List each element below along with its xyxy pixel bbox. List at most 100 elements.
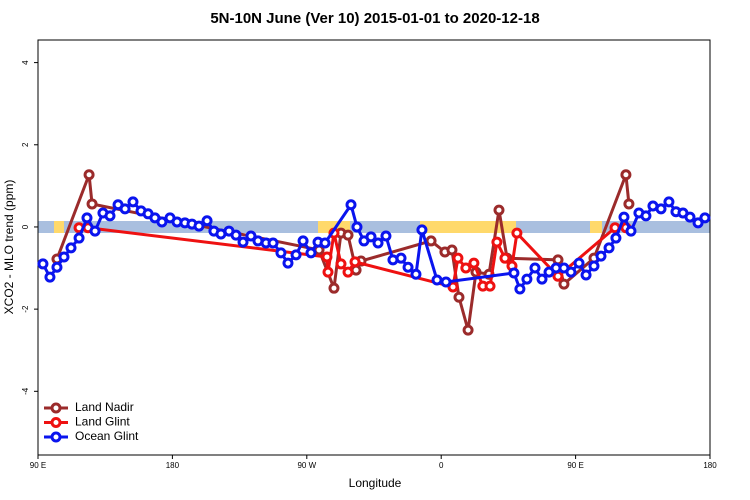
data-point (119, 203, 131, 215)
data-point (58, 251, 70, 263)
data-point (620, 169, 632, 181)
data-point (44, 271, 56, 283)
chart-title: 5N-10N June (Ver 10) 2015-01-01 to 2020-… (210, 10, 539, 27)
data-point (275, 247, 287, 259)
legend-marker (50, 431, 62, 443)
data-point (73, 232, 85, 244)
data-point (453, 291, 465, 303)
data-point (81, 212, 93, 224)
data-point (104, 210, 116, 222)
data-point (345, 199, 357, 211)
data-point (425, 235, 437, 247)
data-point (595, 250, 607, 262)
data-point (493, 204, 505, 216)
y-tick-label: 0 (21, 224, 30, 229)
data-point (603, 242, 615, 254)
data-point (431, 274, 443, 286)
data-point (65, 242, 77, 254)
data-point (529, 262, 541, 274)
x-tick-label: 180 (703, 461, 717, 470)
data-point (452, 252, 464, 264)
data-point (86, 198, 98, 210)
data-point (402, 261, 414, 273)
data-point (446, 244, 458, 256)
data-point (640, 210, 652, 222)
data-point (321, 251, 333, 263)
land-patch (54, 221, 64, 233)
data-point (51, 261, 63, 273)
data-point (83, 169, 95, 181)
data-point (342, 266, 354, 278)
data-point (37, 258, 49, 270)
data-point (618, 211, 630, 223)
data-point (484, 280, 496, 292)
x-tick-label: 180 (166, 461, 180, 470)
legend-label: Land Nadir (75, 400, 134, 414)
data-point (447, 281, 459, 293)
legend-marker (50, 417, 62, 428)
data-point (514, 283, 526, 295)
data-point (468, 257, 480, 269)
data-point (499, 252, 511, 264)
data-point (365, 231, 377, 243)
data-point (297, 235, 309, 247)
x-tick-label: 0 (439, 461, 444, 470)
data-point (410, 268, 422, 280)
data-point (380, 230, 392, 242)
data-point (245, 230, 257, 242)
data-point (305, 247, 317, 259)
data-point (491, 236, 503, 248)
data-point (89, 225, 101, 237)
data-point (521, 273, 533, 285)
data-point (237, 236, 249, 248)
data-point (193, 220, 205, 232)
land-patch (590, 221, 602, 233)
legend-label: Ocean Glint (75, 429, 139, 443)
data-point (319, 237, 331, 249)
data-point (335, 258, 347, 270)
x-tick-label: 90 W (297, 461, 316, 470)
land-patch (420, 221, 516, 233)
data-point (655, 203, 667, 215)
x-axis-label: Longitude (349, 476, 402, 490)
data-point (230, 229, 242, 241)
data-point (267, 237, 279, 249)
y-tick-label: -2 (21, 305, 30, 313)
data-point (580, 269, 592, 281)
data-point (536, 273, 548, 285)
data-point (684, 211, 696, 223)
data-point (342, 229, 354, 241)
data-point (610, 232, 622, 244)
series-line (55, 174, 631, 331)
y-tick-label: 4 (21, 60, 30, 65)
data-point (201, 215, 213, 227)
data-point (692, 217, 704, 229)
data-point (625, 225, 637, 237)
plot-frame (37, 39, 711, 456)
data-point (416, 224, 428, 236)
data-point (573, 257, 585, 269)
data-point (395, 252, 407, 264)
data-point (351, 221, 363, 233)
data-point (588, 260, 600, 272)
data-point (460, 262, 472, 274)
data-point (156, 216, 168, 228)
legend-marker (50, 402, 62, 414)
data-point (565, 266, 577, 278)
data-point (623, 198, 635, 210)
legend-label: Land Glint (75, 415, 130, 429)
data-point (328, 282, 340, 294)
data-point (349, 256, 361, 268)
data-point (322, 266, 334, 278)
data-point (290, 249, 302, 261)
x-tick-label: 90 E (567, 461, 583, 470)
x-tick-label: 90 E (30, 461, 46, 470)
data-point (558, 278, 570, 290)
data-point (508, 267, 520, 279)
data-point (440, 276, 452, 288)
y-tick-label: -4 (21, 387, 30, 395)
data-point (511, 227, 523, 239)
y-axis-label: XCO2 - MLO trend (ppm) (2, 180, 16, 315)
data-point (663, 196, 675, 208)
